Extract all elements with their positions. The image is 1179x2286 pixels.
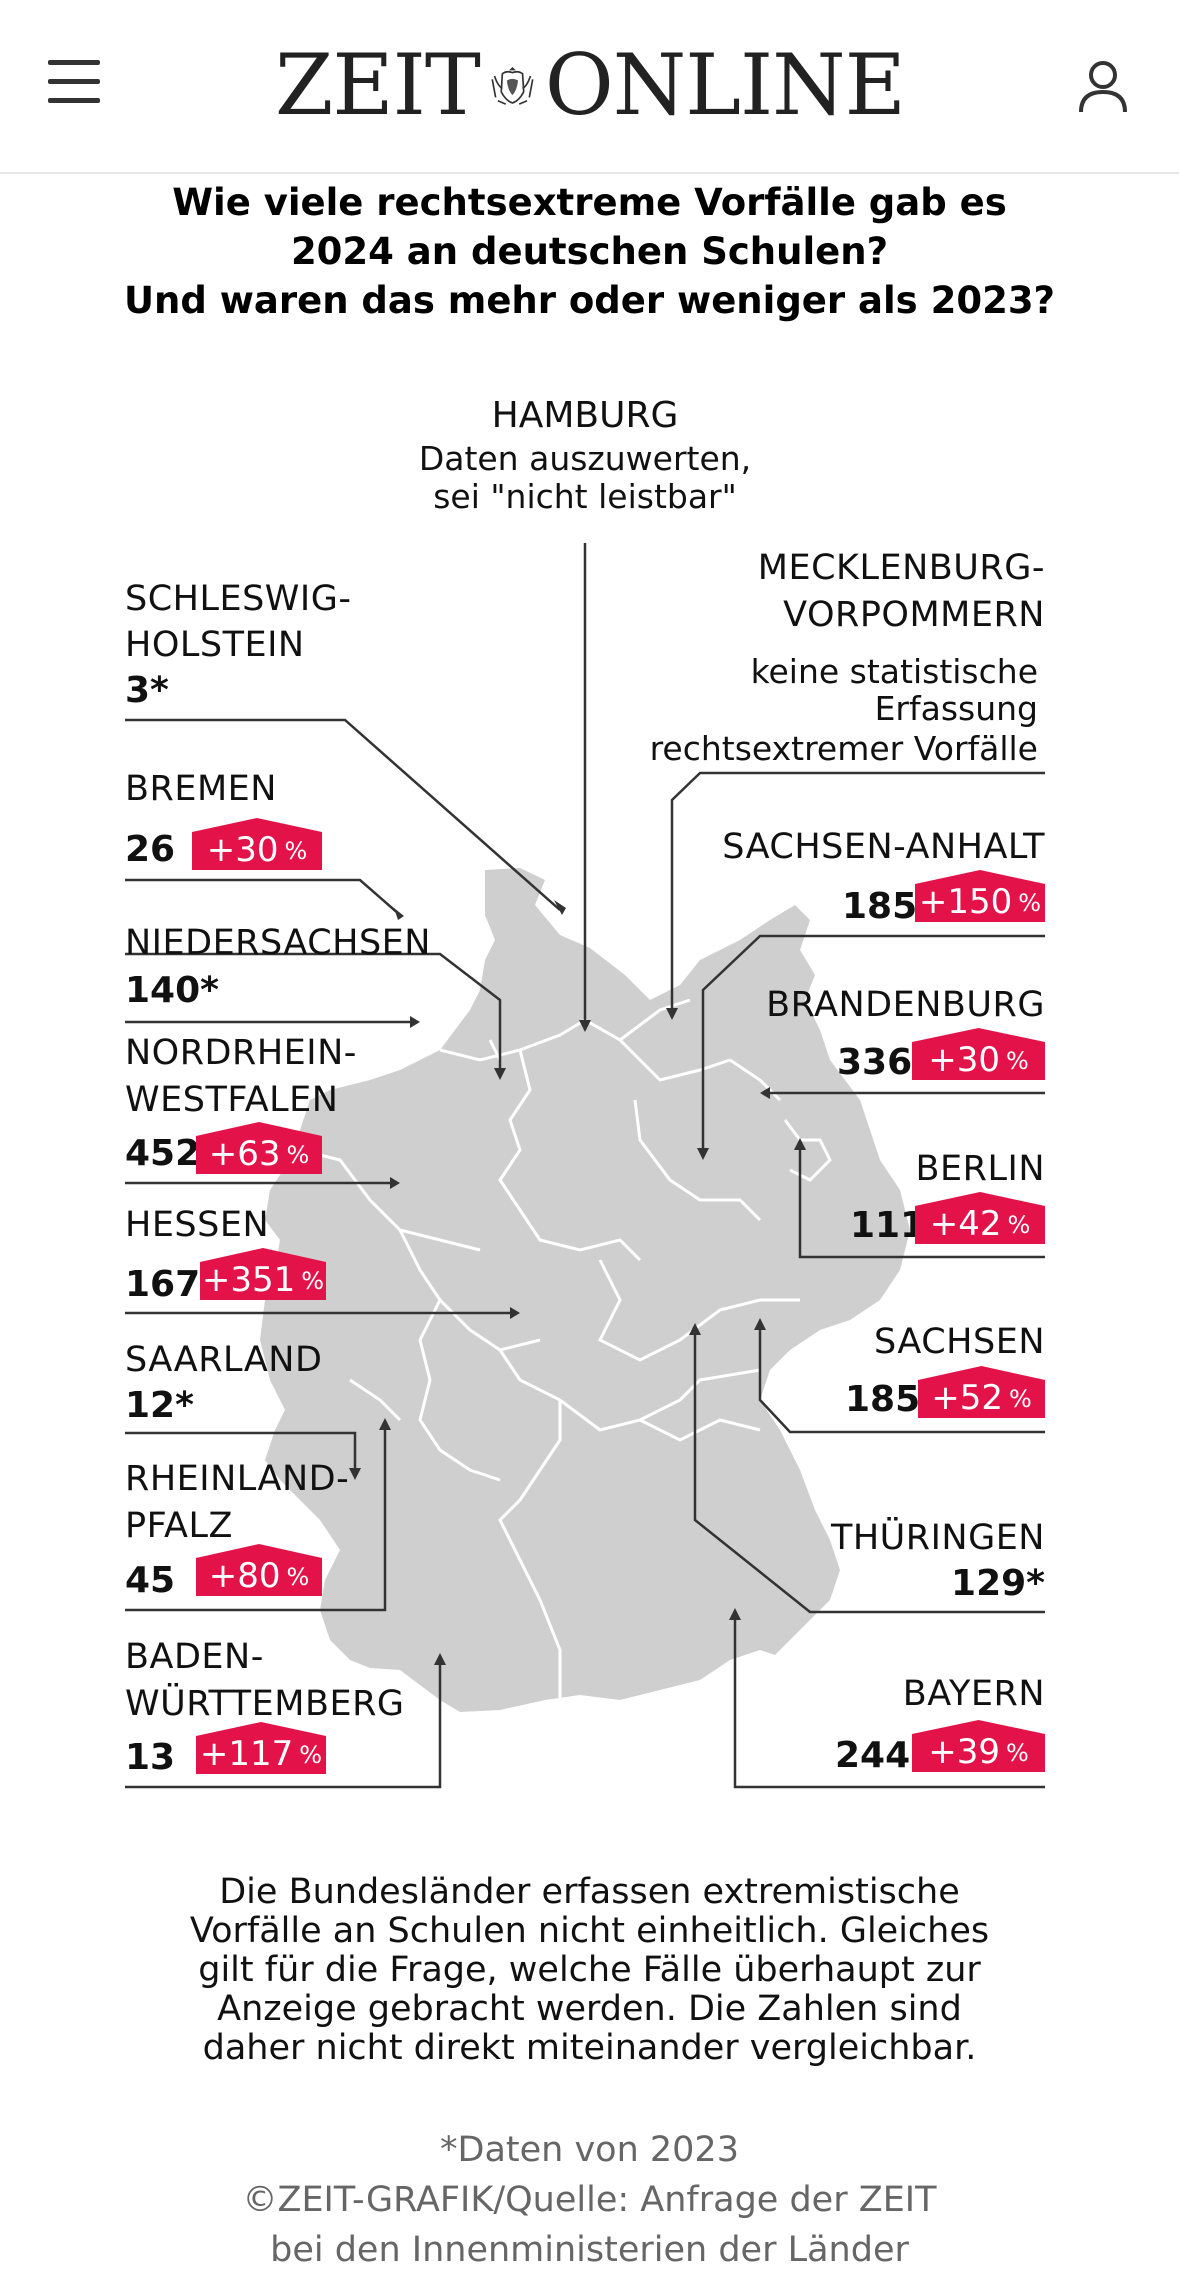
change-brandenburg: +30 — [928, 1040, 1000, 1080]
percent-sign: % — [284, 837, 308, 865]
badge-rlp: +80% — [196, 1544, 322, 1596]
change-bremen: +30 — [206, 830, 279, 870]
leader-lines — [125, 543, 1045, 1789]
label-bw-1: BADEN- — [125, 1637, 264, 1677]
methodology-line-4: Anzeige gebracht werden. Die Zahlen sind — [217, 1989, 962, 2029]
percent-sign: % — [301, 1267, 325, 1295]
label-thueringen: THÜRINGEN — [830, 1518, 1045, 1558]
value-rlp: 45 — [125, 1560, 176, 1601]
badge-sachsen: +52% — [918, 1366, 1045, 1418]
note-hamburg-2: sei "nicht leistbar" — [433, 477, 737, 516]
value-bayern: 244 — [835, 1735, 911, 1776]
methodology-line-5: daher nicht direkt miteinander vergleich… — [202, 2028, 977, 2068]
change-bayern: +39 — [928, 1732, 1000, 1772]
label-nrw-2: WESTFALEN — [125, 1080, 339, 1120]
change-hessen: +351 — [201, 1260, 296, 1300]
value-sachsen-anhalt: 185 — [842, 886, 918, 927]
note-mv-2: Erfassung — [874, 689, 1038, 728]
source-credit: *Daten von 2023 ©ZEIT-GRAFIK/Quelle: Anf… — [100, 2125, 1079, 2275]
percent-sign: % — [1018, 889, 1042, 917]
title-line-3: Und waren das mehr oder weniger als 2023… — [123, 279, 1056, 322]
label-saarland: SAARLAND — [125, 1340, 323, 1380]
source-line-2: bei den Innenministerien der Länder — [270, 2230, 909, 2270]
value-bremen: 26 — [125, 829, 176, 870]
label-sachsen-anhalt: SACHSEN-ANHALT — [722, 827, 1045, 867]
state-borders — [299, 998, 832, 1700]
badge-brandenburg: +30% — [912, 1028, 1045, 1080]
value-niedersachsen: 140* — [125, 970, 219, 1011]
label-niedersachsen: NIEDERSACHSEN — [125, 923, 431, 963]
label-nrw-1: NORDRHEIN- — [125, 1033, 357, 1073]
percent-sign: % — [299, 1741, 323, 1769]
label-schleswig-holstein-2: HOLSTEIN — [125, 625, 305, 665]
label-sachsen: SACHSEN — [874, 1322, 1045, 1362]
note-hamburg-1: Daten auszuwerten, — [418, 439, 752, 478]
label-mv-1: MECKLENBURG- — [757, 548, 1045, 588]
label-bayern: BAYERN — [902, 1674, 1045, 1714]
change-berlin: +42 — [929, 1204, 1002, 1244]
label-mv-2: VORPOMMERN — [783, 595, 1045, 635]
change-sachsen: +52 — [931, 1378, 1003, 1418]
badge-bw: +117% — [196, 1722, 326, 1774]
infographic-title: Wie viele rechtsextreme Vorfälle gab es … — [100, 178, 1079, 325]
value-hessen: 167 — [125, 1264, 201, 1305]
value-thueringen: 129* — [951, 1563, 1045, 1604]
methodology-line-3: gilt für die Frage, welche Fälle überhau… — [198, 1950, 981, 1990]
value-berlin: 111 — [850, 1205, 926, 1246]
percent-sign: % — [1008, 1385, 1032, 1413]
change-rlp: +80 — [208, 1556, 281, 1596]
value-saarland: 12* — [125, 1385, 194, 1426]
change-bw: +117 — [199, 1734, 294, 1774]
label-brandenburg: BRANDENBURG — [766, 985, 1045, 1025]
leader-arrowheads — [349, 900, 806, 1665]
label-bremen: BREMEN — [125, 769, 277, 809]
value-nrw: 452 — [125, 1133, 201, 1174]
label-hamburg: HAMBURG — [491, 395, 679, 436]
badge-sachsen-anhalt: +150% — [915, 870, 1045, 922]
label-rlp-1: RHEINLAND- — [125, 1459, 350, 1499]
value-sachsen: 185 — [845, 1379, 921, 1420]
site-header: ZEIT ONLINE — [0, 0, 1179, 174]
zeit-online-logo[interactable]: ZEIT ONLINE — [275, 36, 906, 134]
germany-shape — [260, 868, 910, 1712]
change-sachsen-anhalt: +150 — [918, 882, 1013, 922]
percent-sign: % — [1005, 1739, 1029, 1767]
source-line-1: ©ZEIT-GRAFIK/Quelle: Anfrage der ZEIT — [242, 2180, 937, 2220]
value-bw: 13 — [125, 1737, 176, 1778]
value-brandenburg: 336 — [837, 1042, 913, 1083]
label-schleswig-holstein-1: SCHLESWIG- — [125, 579, 352, 619]
user-account-icon[interactable] — [1076, 58, 1130, 116]
title-line-1: Wie viele rechtsextreme Vorfälle gab es — [172, 181, 1007, 224]
badge-berlin: +42% — [915, 1192, 1045, 1244]
value-schleswig-holstein: 3* — [125, 670, 169, 711]
badge-bremen: +30% — [192, 818, 322, 870]
asterisk-note: *Daten von 2023 — [440, 2130, 739, 2170]
badge-hessen: +351% — [200, 1248, 326, 1300]
percent-sign: % — [286, 1563, 310, 1591]
logo-text-left: ZEIT — [275, 36, 481, 134]
change-nrw: +63 — [208, 1134, 281, 1174]
hamburger-menu-icon[interactable] — [48, 60, 100, 104]
badge-nrw: +63% — [196, 1122, 322, 1174]
methodology-note: Die Bundesländer erfassen extremistische… — [100, 1873, 1079, 2068]
percent-sign: % — [1007, 1211, 1031, 1239]
label-berlin: BERLIN — [915, 1149, 1045, 1189]
label-bw-2: WÜRTTEMBERG — [125, 1684, 405, 1724]
percent-sign: % — [286, 1141, 310, 1169]
label-hessen: HESSEN — [125, 1205, 270, 1245]
label-rlp-2: PFALZ — [125, 1506, 233, 1546]
note-mv-1: keine statistische — [750, 652, 1038, 691]
eagle-crest-icon — [491, 67, 534, 105]
percent-sign: % — [1005, 1047, 1029, 1075]
title-line-2: 2024 an deutschen Schulen? — [290, 230, 889, 273]
methodology-line-2: Vorfälle an Schulen nicht einheitlich. G… — [189, 1911, 990, 1951]
note-mv-3: rechtsextremer Vorfälle — [649, 729, 1038, 768]
logo-text-right: ONLINE — [544, 36, 906, 134]
badge-bayern: +39% — [912, 1720, 1045, 1772]
methodology-line-1: Die Bundesländer erfassen extremistische — [219, 1872, 960, 1912]
